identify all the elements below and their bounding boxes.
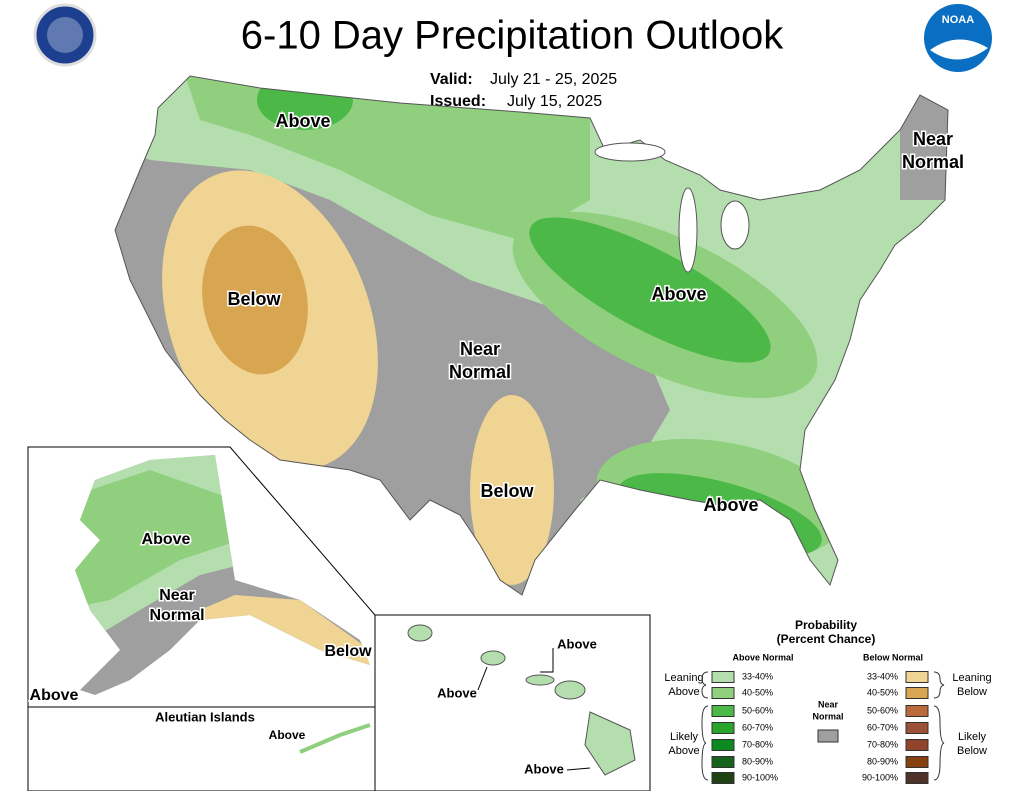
legend-swatch: [711, 671, 735, 683]
legend-heading: Below Normal: [863, 652, 923, 662]
map-label: Near: [460, 339, 500, 359]
legend-brace: [933, 671, 945, 699]
legend-swatch: [905, 687, 929, 699]
noaa-text: NOAA: [942, 14, 974, 26]
legend-near: Normal: [812, 711, 843, 721]
seal-inner: [47, 17, 83, 53]
above-50: [529, 217, 771, 363]
legend-swatch: [905, 739, 929, 751]
title: 6-10 Day Precipitation Outlook: [241, 14, 785, 58]
legend-group: Above: [668, 686, 699, 698]
valid-label: Valid:: [430, 71, 473, 88]
legend-swatch: [817, 729, 839, 743]
above-40: [75, 470, 240, 610]
legend-swatch: [711, 756, 735, 768]
hawaii-islands: [407, 624, 636, 776]
legend-swatch: [905, 671, 929, 683]
legend-range: 50-60%: [742, 705, 773, 715]
map-label: Normal: [902, 152, 964, 172]
aleutian-label: Above: [269, 728, 306, 742]
hawaii-label: Above: [437, 685, 477, 700]
hawaii-label: Above: [524, 761, 564, 776]
map-label: Below: [227, 289, 281, 309]
legend-range: 40-50%: [867, 687, 898, 697]
legend-range: 80-90%: [742, 756, 773, 766]
commerce-seal: [33, 3, 97, 67]
legend-range: 60-70%: [742, 722, 773, 732]
legend-swatch: [905, 722, 929, 734]
hawaii-pointers: [477, 648, 591, 771]
kauai: [407, 624, 433, 642]
legend-swatch: [905, 772, 929, 784]
lake-michigan: [678, 187, 698, 273]
legend-heading: Above Normal: [732, 652, 793, 662]
aleutian-chain: [299, 723, 371, 754]
alaska-label: Below: [324, 643, 372, 660]
legend-title: Probability: [795, 618, 857, 632]
legend-group: Likely: [670, 731, 699, 743]
maui: [554, 680, 586, 700]
map-label: Above: [275, 111, 330, 131]
legend-swatch: [711, 722, 735, 734]
oahu: [480, 650, 506, 666]
below-33: [200, 595, 370, 670]
legend-range: 70-80%: [742, 739, 773, 749]
lake-superior: [594, 142, 666, 162]
legend-brace: [701, 705, 709, 781]
legend-group: Below: [957, 686, 987, 698]
legend-range: 33-40%: [867, 671, 898, 681]
map-label: Above: [651, 284, 706, 304]
legend-swatch: [905, 705, 929, 717]
legend-group: Likely: [958, 731, 987, 743]
alaska-label: Above: [30, 687, 79, 704]
legend-range: 90-100%: [742, 772, 778, 782]
legend-brace: [701, 671, 709, 699]
legend-swatch: [711, 772, 735, 784]
map-label: Below: [480, 481, 534, 501]
legend-swatch: [711, 705, 735, 717]
legend-near: Near: [818, 699, 839, 709]
legend-swatch: [711, 687, 735, 699]
legend-range: 80-90%: [867, 756, 898, 766]
legend-group: Below: [957, 745, 987, 757]
legend-group: Above: [668, 745, 699, 757]
legend-range: 50-60%: [867, 705, 898, 715]
molokai: [525, 674, 555, 686]
valid: July 21 - 25, 2025: [490, 71, 617, 88]
map-label: Normal: [449, 362, 511, 382]
issued: July 15, 2025: [507, 93, 602, 110]
legend-group: Leaning: [952, 672, 991, 684]
map-label: Above: [703, 495, 758, 515]
alaska-label: Above: [142, 531, 191, 548]
legend-brace: [933, 705, 945, 781]
hawaii-label: Above: [557, 636, 597, 651]
big-island: [584, 711, 636, 776]
noaa-wave: [930, 39, 988, 60]
legend-swatch: [711, 739, 735, 751]
legend-swatch: [905, 756, 929, 768]
legend-range: 90-100%: [862, 772, 898, 782]
legend-range: 70-80%: [867, 739, 898, 749]
legend-range: 60-70%: [867, 722, 898, 732]
aleutian-title: Aleutian Islands: [155, 709, 255, 724]
legend-title: (Percent Chance): [777, 632, 876, 646]
legend-range: 40-50%: [742, 687, 773, 697]
below-40: [202, 225, 308, 375]
legend-range: 33-40%: [742, 671, 773, 681]
lake-huron: [720, 200, 750, 250]
alaska-label: Near: [159, 587, 195, 604]
map-label: Near: [913, 129, 953, 149]
legend-group: Leaning: [664, 672, 703, 684]
alaska-label: Normal: [149, 607, 204, 624]
below-33: [470, 395, 554, 585]
